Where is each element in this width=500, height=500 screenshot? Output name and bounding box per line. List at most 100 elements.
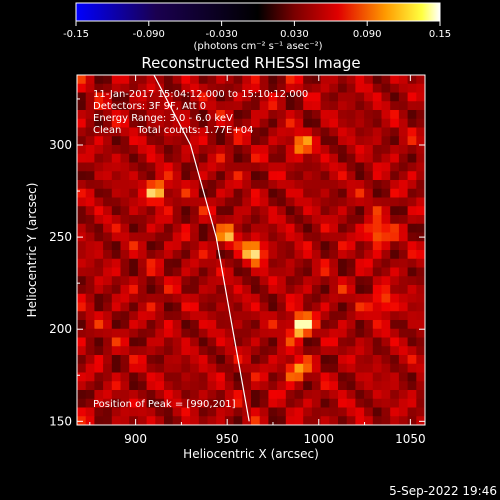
heatmap-cell — [181, 110, 191, 120]
heatmap-cell — [111, 293, 122, 304]
heatmap-cell — [364, 223, 374, 234]
heatmap-cell — [216, 311, 226, 321]
heatmap-cell — [103, 372, 113, 382]
heatmap-cell — [242, 145, 252, 155]
heatmap-cell — [398, 267, 409, 277]
heatmap-cell — [224, 153, 235, 164]
heatmap-cell — [207, 285, 217, 295]
heatmap-cell — [268, 127, 278, 137]
heatmap-cell — [224, 372, 235, 382]
heatmap-cell — [398, 293, 409, 304]
heatmap-cell — [233, 162, 243, 172]
heatmap-cell — [146, 363, 156, 374]
heatmap-cell — [329, 145, 339, 155]
heatmap-cell — [277, 390, 287, 400]
heatmap-cell — [172, 92, 182, 102]
heatmap-cell — [416, 328, 425, 339]
peak-position-label: Position of Peak = [990,201] — [93, 399, 236, 410]
heatmap-cell — [85, 381, 95, 391]
heatmap-cell — [329, 416, 339, 425]
heatmap-cell — [268, 250, 278, 260]
heatmap-cell — [103, 302, 113, 312]
heatmap-cell — [172, 302, 182, 312]
colorbar-tick-label: -0.090 — [133, 29, 165, 40]
heatmap-cell — [390, 188, 400, 199]
heatmap-cell — [216, 407, 226, 417]
heatmap-cell — [198, 250, 209, 260]
heatmap-cell — [381, 223, 391, 234]
heatmap-cell — [398, 110, 409, 120]
heatmap-cell — [372, 276, 383, 286]
heatmap-cell — [207, 346, 217, 356]
heatmap-cell — [94, 293, 104, 304]
heatmap-cell — [190, 363, 200, 374]
y-tick-label: 300 — [49, 138, 72, 152]
heatmap-cell — [233, 276, 243, 286]
heatmap-cell — [190, 346, 200, 356]
heatmap-cell — [398, 328, 409, 339]
heatmap-cell — [242, 363, 252, 374]
heatmap-cell — [146, 416, 156, 425]
heatmap-cell — [224, 416, 235, 425]
heatmap-cell — [216, 390, 226, 400]
heatmap-cell — [146, 110, 156, 120]
heatmap-cell — [355, 398, 365, 409]
heatmap-cell — [398, 127, 409, 137]
heatmap-cell — [355, 180, 365, 190]
heatmap-cell — [416, 407, 425, 417]
heatmap-cell — [233, 302, 243, 312]
heatmap-cell — [190, 372, 200, 382]
heatmap-cell — [364, 311, 374, 321]
heatmap-cell — [155, 311, 165, 321]
heatmap-cell — [372, 232, 383, 242]
heatmap-cell — [172, 363, 182, 374]
heatmap-cell — [129, 83, 139, 94]
heatmap-cell — [355, 258, 365, 269]
heatmap-cell — [303, 145, 313, 155]
heatmap-cell — [111, 398, 122, 409]
heatmap-cell — [155, 215, 165, 225]
heatmap-cell — [137, 250, 148, 260]
heatmap-cell — [407, 267, 417, 277]
heatmap-cell — [198, 372, 209, 382]
heatmap-cell — [181, 180, 191, 190]
heatmap-cell — [120, 285, 130, 295]
heatmap-cell — [268, 381, 278, 391]
heatmap-cell — [372, 328, 383, 339]
heatmap-cell — [338, 285, 348, 295]
heatmap-cell — [146, 320, 156, 330]
heatmap-cell — [111, 407, 122, 417]
heatmap-cell — [111, 223, 122, 234]
heatmap-cell — [129, 92, 139, 102]
heatmap-cell — [311, 162, 322, 172]
heatmap-cell — [111, 232, 122, 242]
heatmap-cell — [94, 355, 104, 365]
heatmap-cell — [251, 258, 261, 269]
y-tick-label: 200 — [49, 322, 72, 336]
heatmap-cell — [364, 232, 374, 242]
heatmap-cell — [303, 232, 313, 242]
heatmap-cell — [181, 215, 191, 225]
heatmap-cell — [355, 328, 365, 339]
heatmap-cell — [198, 302, 209, 312]
heatmap-cell — [381, 258, 391, 269]
heatmap-cell — [94, 171, 104, 181]
heatmap-cell — [294, 241, 304, 251]
x-axis: 900 950 1000 1050 — [89, 75, 426, 446]
heatmap-cell — [398, 302, 409, 312]
heatmap-cell — [285, 293, 296, 304]
heatmap-cell — [120, 241, 130, 251]
heatmap-cell — [364, 145, 374, 155]
heatmap-cell — [137, 118, 148, 129]
heatmap-cell — [85, 346, 95, 356]
heatmap-cell — [155, 83, 165, 94]
heatmap-cell — [146, 346, 156, 356]
heatmap-cell — [416, 118, 425, 129]
heatmap-cell — [242, 197, 252, 207]
heatmap-cell — [146, 381, 156, 391]
heatmap-cell — [338, 232, 348, 242]
heatmap-cell — [190, 258, 200, 269]
heatmap-cell — [329, 407, 339, 417]
heatmap-cell — [338, 363, 348, 374]
heatmap-cell — [398, 171, 409, 181]
